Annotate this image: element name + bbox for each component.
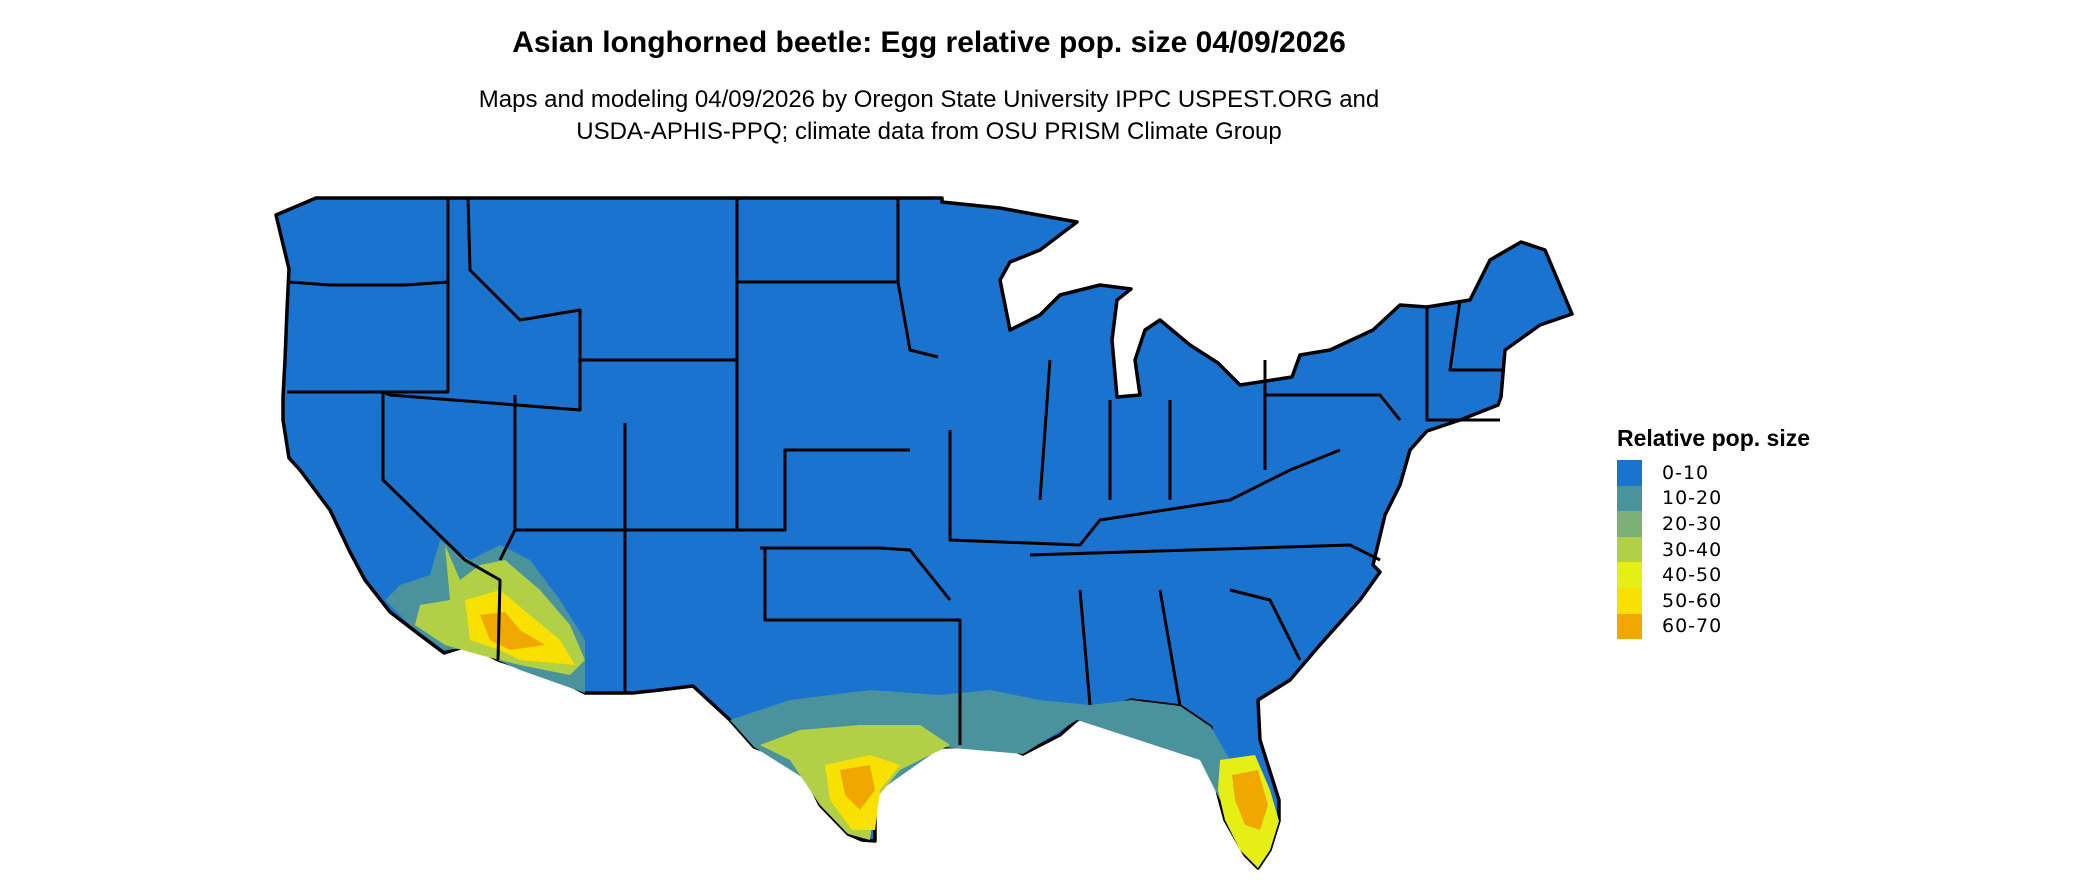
map-subtitle-line-1: Maps and modeling 04/09/2026 by Oregon S…: [478, 86, 1380, 113]
legend-item: 60-70: [1617, 613, 1810, 640]
legend-item: 10-20: [1617, 485, 1810, 512]
state-border: [948, 430, 1341, 547]
legend-item: 40-50: [1617, 562, 1810, 588]
state-border: [760, 546, 952, 601]
legend-item: 50-60: [1617, 587, 1810, 614]
legend-label: 20-30: [1662, 512, 1723, 535]
legend-label: 60-70: [1662, 615, 1723, 638]
hotspot-florida-60-70: [1232, 770, 1268, 830]
state-border: [381, 392, 502, 661]
legend-label: 40-50: [1662, 564, 1723, 587]
state-border: [1425, 307, 1500, 422]
state-borders: [287, 197, 1505, 745]
legend-label: 0-10: [1662, 461, 1710, 484]
legend-swatch: [1617, 485, 1642, 512]
legend-swatch: [1617, 587, 1642, 614]
state-border: [1029, 543, 1381, 562]
legend: Relative pop. size 0-10 10-20 20-30 30-40 40…: [1617, 425, 1811, 640]
us-outline: [274, 196, 1574, 870]
state-border: [1078, 589, 1092, 706]
map-subtitle-line-2: USDA-APHIS-PPQ; climate data from OSU PR…: [576, 118, 1282, 145]
state-border: [1265, 393, 1402, 421]
legend-item: 30-40: [1617, 536, 1810, 563]
hotspot-southwest-60-70: [480, 612, 545, 650]
state-border: [288, 280, 449, 287]
state-border: [1158, 589, 1182, 707]
state-border: [1038, 359, 1052, 501]
legend-swatch: [1617, 511, 1642, 537]
state-border: [1229, 588, 1302, 661]
hotspot-texas-60-70: [840, 765, 875, 810]
legend-swatch: [1617, 536, 1642, 563]
state-border: [1448, 299, 1505, 372]
map-title: Asian longhorned beetle: Egg relative po…: [512, 26, 1346, 59]
hotspot-southwest-50-60: [465, 590, 575, 665]
legend-swatch: [1617, 460, 1642, 486]
legend-label: 10-20: [1662, 487, 1723, 510]
legend-label: 50-60: [1662, 589, 1723, 612]
legend-swatch: [1617, 562, 1642, 588]
state-border: [623, 423, 910, 532]
legend-item: 20-30: [1617, 511, 1810, 537]
state-border: [763, 548, 962, 645]
state-border: [287, 198, 450, 394]
state-border: [466, 197, 737, 362]
legend-title: Relative pop. size: [1617, 425, 1811, 451]
legend-label: 30-40: [1662, 538, 1723, 561]
legend-swatch: [1617, 613, 1642, 640]
state-border: [737, 280, 939, 359]
state-border: [382, 360, 582, 412]
legend-item: 0-10: [1617, 460, 1810, 486]
